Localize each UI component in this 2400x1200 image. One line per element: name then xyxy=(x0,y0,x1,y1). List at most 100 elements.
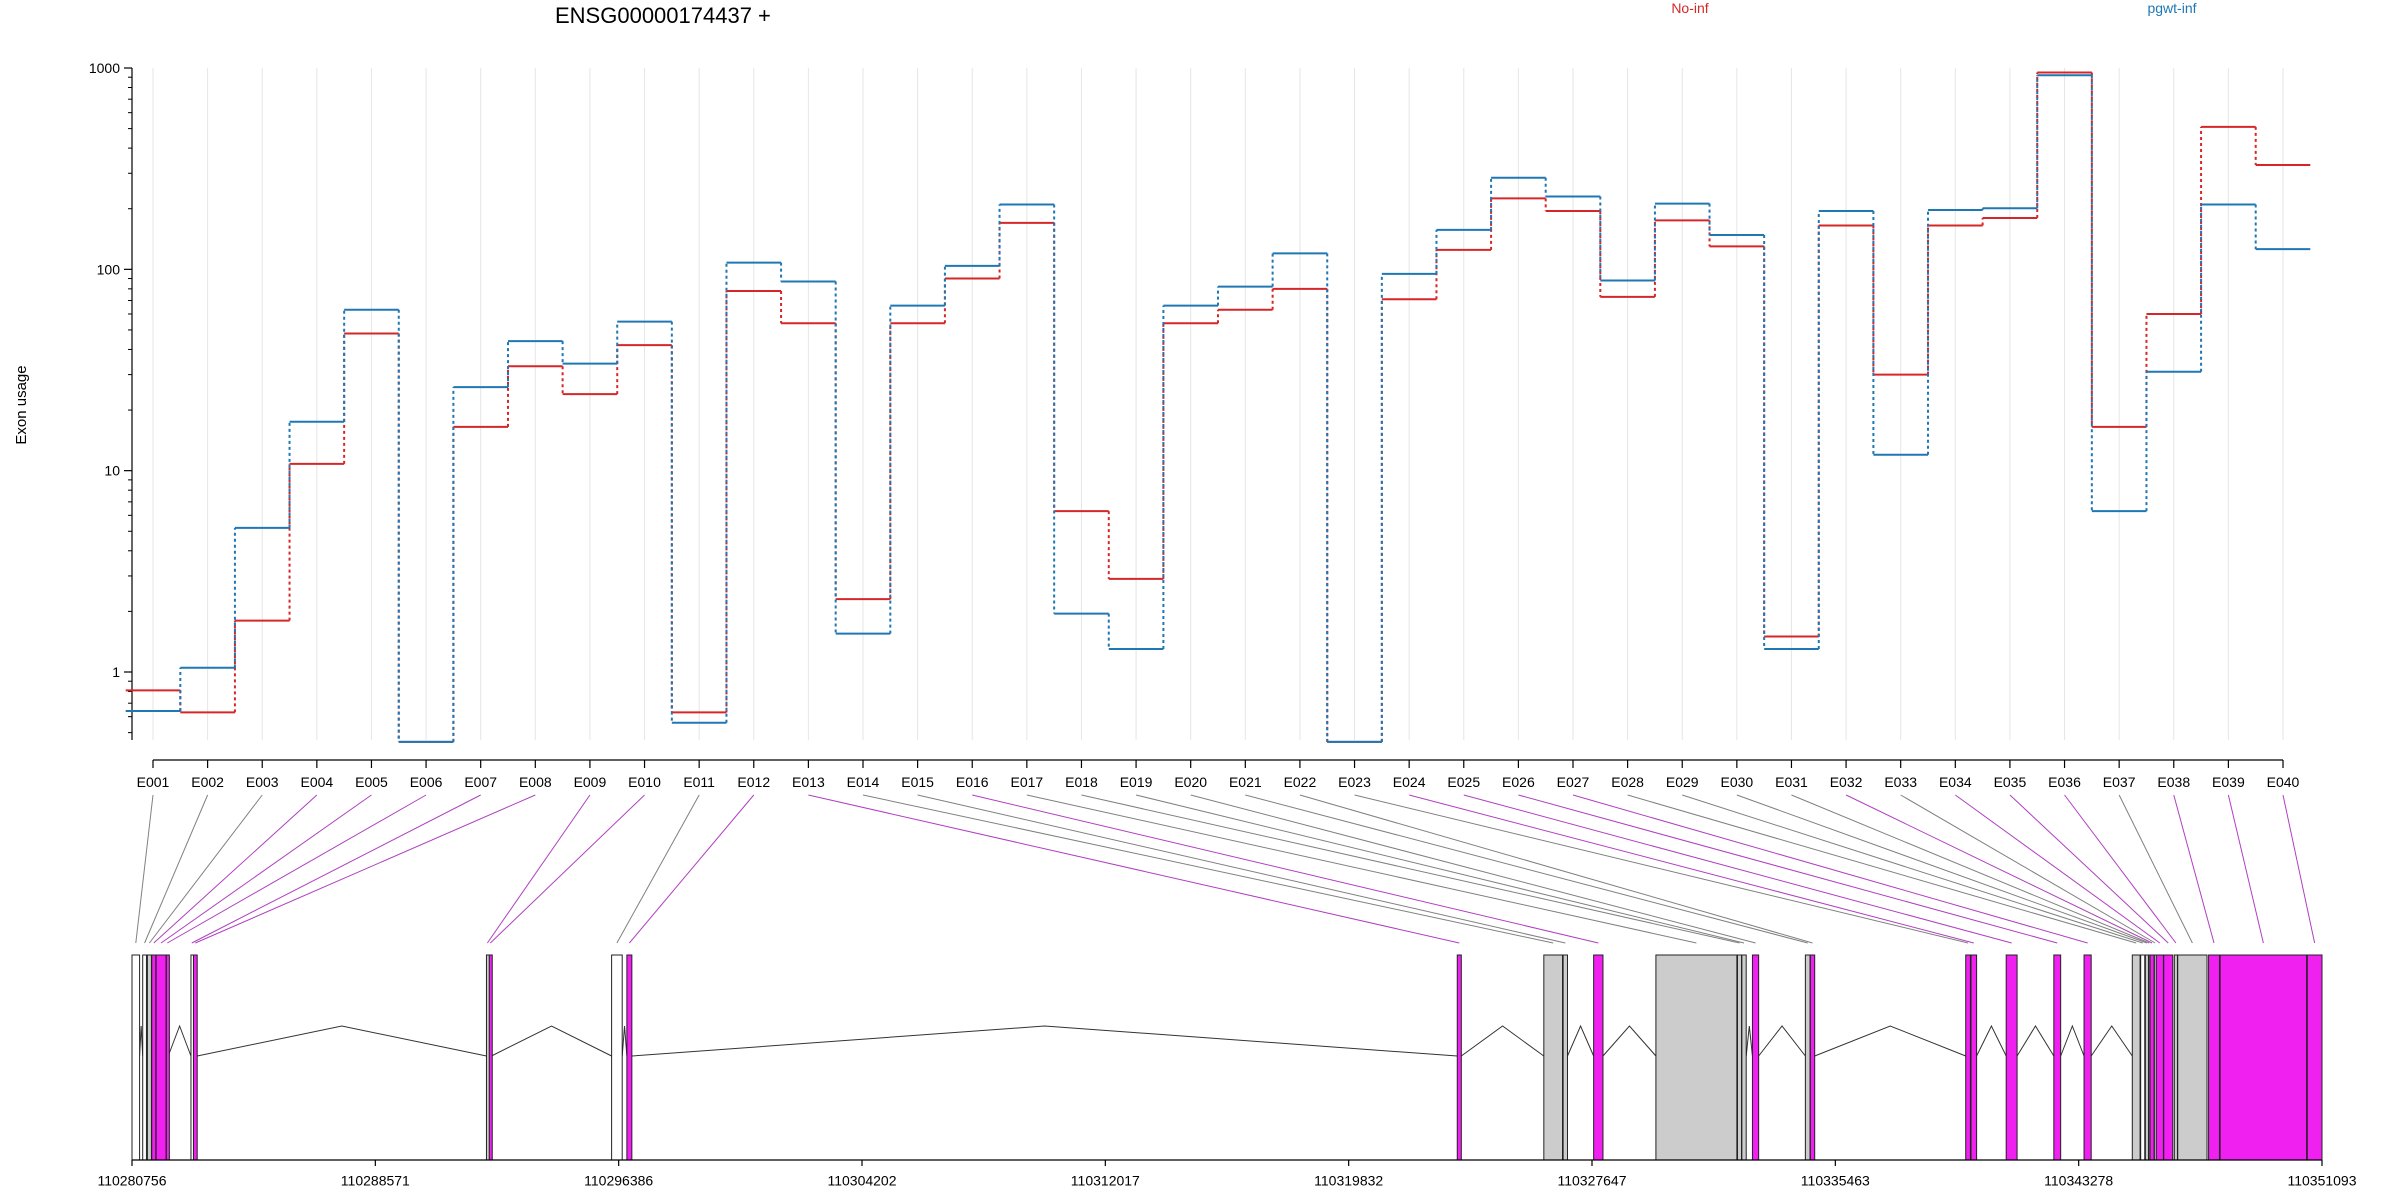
exon-e030 xyxy=(2144,954,2149,1161)
connector-e010 xyxy=(489,794,645,944)
x-tick-label-e024: E024 xyxy=(1393,774,1426,790)
intron-line xyxy=(1758,1025,1806,1057)
y-tick-label: 1000 xyxy=(89,60,120,76)
intron-line xyxy=(197,1025,487,1057)
gene-axis-label: 110327647 xyxy=(1557,1172,1626,1188)
intron-line xyxy=(1461,1025,1545,1057)
exon-e038 xyxy=(2208,954,2220,1161)
intron-line xyxy=(1745,1025,1753,1057)
gene-model xyxy=(131,954,2323,1161)
x-tick-label-e027: E027 xyxy=(1557,774,1590,790)
connector-e013 xyxy=(808,794,1460,944)
x-tick-label-e005: E005 xyxy=(355,774,388,790)
x-tick-label-e033: E033 xyxy=(1884,774,1917,790)
x-tick-label-e019: E019 xyxy=(1120,774,1153,790)
y-axis: 1 10 100 1000 xyxy=(89,60,133,740)
exon-e017 xyxy=(1655,954,1738,1161)
x-tick-label-e004: E004 xyxy=(300,774,333,790)
x-tick-label-e009: E009 xyxy=(574,774,607,790)
x-tick-label-e037: E037 xyxy=(2103,774,2136,790)
x-tick-label-e021: E021 xyxy=(1229,774,1262,790)
x-tick-label-e034: E034 xyxy=(1939,774,1972,790)
connector-e026 xyxy=(1518,794,2058,944)
exon-e004 xyxy=(151,954,157,1161)
connector-e006 xyxy=(167,794,427,944)
x-tick-label-e011: E011 xyxy=(683,774,715,790)
connector-e005 xyxy=(160,794,372,944)
x-tick-label-e038: E038 xyxy=(2157,774,2190,790)
chart-title: ENSG00000174437 + xyxy=(555,3,771,28)
connector-e040 xyxy=(2282,794,2316,944)
x-tick-label-e015: E015 xyxy=(901,774,934,790)
connector-e025 xyxy=(1463,794,2012,944)
connector-e036 xyxy=(2064,794,2177,944)
exon-e034 xyxy=(2155,954,2164,1161)
intron-line xyxy=(1976,1024,2007,1057)
exon-e022 xyxy=(1809,954,1816,1161)
exon-e026 xyxy=(2053,954,2062,1161)
gene-axis-label: 110304202 xyxy=(827,1172,896,1188)
exon-connectors xyxy=(135,794,2316,944)
connector-e007 xyxy=(191,794,481,944)
exon-e035 xyxy=(2163,954,2174,1161)
connector-e032 xyxy=(1845,794,2153,944)
series-pgwt-inf xyxy=(125,74,2311,743)
x-tick-label-e012: E012 xyxy=(737,774,770,790)
exon-e032 xyxy=(2149,954,2155,1161)
x-axis: E001 E002 E003 E004 E005 E006 E007 E008 E009 E010… xyxy=(137,759,2300,790)
connector-e017 xyxy=(1026,794,1697,944)
intron-line xyxy=(1814,1025,1966,1057)
connector-e009 xyxy=(486,794,591,944)
connector-e028 xyxy=(1627,794,2137,944)
connector-e027 xyxy=(1572,794,2088,944)
x-tick-label-e029: E029 xyxy=(1666,774,1699,790)
connector-e012 xyxy=(628,794,755,944)
exon-e018 xyxy=(1736,954,1743,1161)
legend-no-inf: No-inf xyxy=(1671,0,1708,16)
series-no-inf xyxy=(125,71,2311,743)
y-axis-label: Exon usage xyxy=(13,365,30,444)
connector-e033 xyxy=(1900,794,2156,944)
x-tick-label-e036: E036 xyxy=(2048,774,2081,790)
x-tick-label-e039: E039 xyxy=(2212,774,2245,790)
x-tick-label-e001: E001 xyxy=(137,774,170,790)
x-tick-label-e003: E003 xyxy=(246,774,279,790)
exon-e003 xyxy=(146,954,152,1161)
intron-line xyxy=(621,1025,628,1057)
legend-pgwt-inf: pgwt-inf xyxy=(2147,0,2196,16)
gene-axis-label: 110351093 xyxy=(2287,1172,2356,1188)
x-tick-label-e031: E031 xyxy=(1775,774,1808,790)
intron-line xyxy=(631,1025,1458,1057)
exon-e021 xyxy=(1804,954,1811,1161)
x-tick-label-e017: E017 xyxy=(1010,774,1043,790)
gene-axis-label: 110280756 xyxy=(97,1172,166,1188)
connector-e038 xyxy=(2173,794,2215,944)
intron-line xyxy=(491,1025,612,1057)
connector-e039 xyxy=(2227,794,2264,944)
exon-e011 xyxy=(611,954,623,1161)
intron-line xyxy=(2016,1025,2055,1057)
connector-e035 xyxy=(2009,794,2169,944)
exon-e029 xyxy=(2140,954,2146,1161)
connector-e037 xyxy=(2118,794,2193,944)
connector-e030 xyxy=(1736,794,2148,944)
x-tick-label-e018: E018 xyxy=(1065,774,1098,790)
exon-e019 xyxy=(1741,954,1747,1161)
x-tick-label-e010: E010 xyxy=(628,774,661,790)
connector-e011 xyxy=(616,794,700,944)
x-tick-label-e002: E002 xyxy=(191,774,224,790)
x-tick-label-e026: E026 xyxy=(1502,774,1535,790)
series-layer xyxy=(125,71,2311,743)
x-tick-label-e040: E040 xyxy=(2267,774,2300,790)
gene-axis-label: 110312017 xyxy=(1071,1172,1140,1188)
connector-e003 xyxy=(149,794,263,944)
connector-e021 xyxy=(1245,794,1808,944)
connector-e018 xyxy=(1081,794,1740,944)
connector-e031 xyxy=(1791,794,2150,944)
x-tick-label-e008: E008 xyxy=(519,774,552,790)
x-tick-label-e014: E014 xyxy=(847,774,880,790)
intron-line xyxy=(167,1024,192,1057)
exon-e020 xyxy=(1751,954,1760,1161)
exon-e015 xyxy=(1562,954,1568,1161)
